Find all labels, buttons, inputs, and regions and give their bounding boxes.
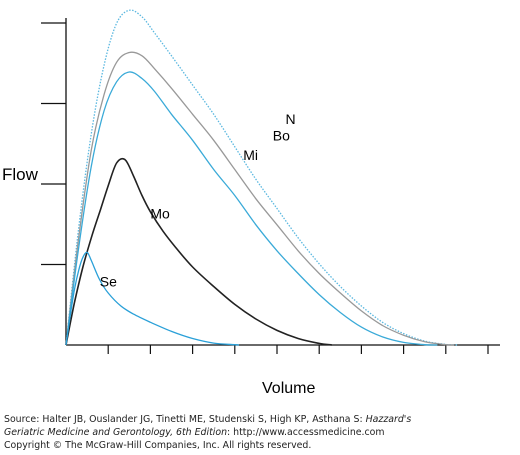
source-line-2: Geriatric Medicine and Gerontology, 6th … <box>4 426 516 439</box>
curve-mi <box>65 71 438 346</box>
source-prefix: Source: Halter JB, Ouslander JG, Tinetti… <box>4 414 366 425</box>
curve-label-n: N <box>285 111 295 127</box>
curve-se <box>65 251 240 346</box>
source-line-1: Source: Halter JB, Ouslander JG, Tinetti… <box>4 413 516 426</box>
curve-mo <box>65 157 333 346</box>
curve-bo <box>65 51 455 346</box>
chart-curves <box>65 9 459 346</box>
curve-label-bo: Bo <box>273 127 290 143</box>
source-url: : http://www.accessmedicine.com <box>227 427 385 438</box>
curve-label-mo: Mo <box>150 205 170 221</box>
x-axis-label: Volume <box>262 380 315 397</box>
chart-curve-labels: NBo Mi Mo Se <box>100 111 296 290</box>
book-title-cont: Geriatric Medicine and Gerontology, 6th … <box>4 427 228 438</box>
source-footer: Source: Halter JB, Ouslander JG, Tinetti… <box>4 413 516 452</box>
flow-volume-chart: NBo Mi Mo Se Flow Volume <box>2 9 500 397</box>
curve-n <box>65 9 459 346</box>
copyright-line: Copyright © The McGraw-Hill Companies, I… <box>4 440 312 451</box>
curve-label-mi: Mi <box>243 147 258 163</box>
book-title: Hazzard's <box>365 414 412 425</box>
y-axis-label: Flow <box>2 165 39 184</box>
curve-label-se: Se <box>100 274 117 290</box>
chart-axes <box>41 18 500 354</box>
